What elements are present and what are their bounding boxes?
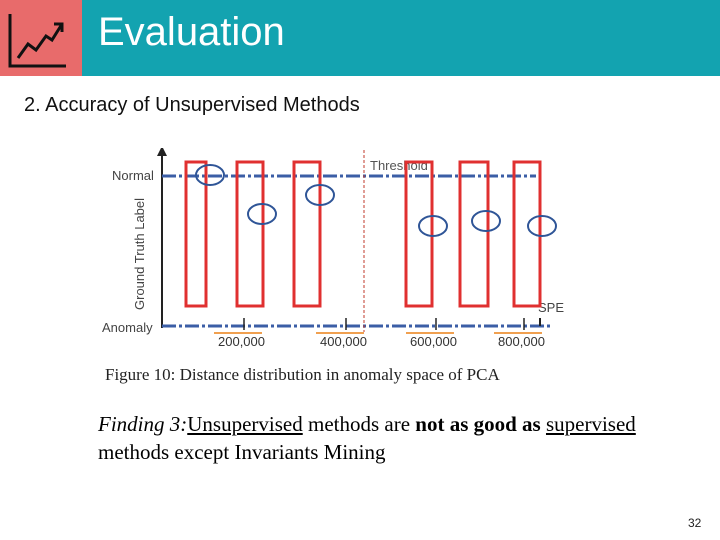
highlight-box	[404, 160, 434, 308]
x-tick-label: 800,000	[498, 334, 545, 349]
section-subtitle: 2. Accuracy of Unsupervised Methods	[24, 94, 360, 116]
highlight-box	[292, 160, 322, 308]
finding-prefix: Finding 3:	[98, 412, 188, 436]
line-chart-icon	[8, 14, 66, 68]
sample-circle	[305, 184, 335, 206]
figure-caption: Figure 10: Distance distribution in anom…	[105, 365, 500, 384]
finding-word-supervised: supervised	[545, 412, 636, 436]
x-tick-label: 600,000	[410, 334, 457, 349]
sample-circle	[418, 215, 448, 237]
sample-circles	[195, 164, 557, 237]
logo-box	[0, 0, 82, 76]
finding-text-2: methods except Invariants Mining	[98, 440, 386, 464]
sample-circle	[471, 210, 501, 232]
y-label-normal: Normal	[112, 168, 154, 183]
x-axis-title: SPE	[538, 300, 564, 315]
finding-bold: not as good as	[415, 412, 541, 436]
x-tick-label: 400,000	[320, 334, 367, 349]
header-bar: Evaluation	[0, 0, 720, 76]
highlight-box	[512, 160, 542, 308]
highlight-box	[458, 160, 490, 308]
highlight-boxes	[184, 160, 542, 308]
highlight-box	[184, 160, 208, 308]
finding-text: Finding 3:Unsupervised methods are not a…	[98, 410, 658, 466]
y-axis-arrow	[157, 148, 167, 156]
page-number: 32	[688, 516, 702, 530]
x-tick-label: 200,000	[218, 334, 265, 349]
sample-circle	[247, 203, 277, 225]
finding-text-1: methods are	[302, 412, 416, 436]
highlight-box	[235, 160, 265, 308]
spe-distribution-chart: Threshold Normal Anomaly Ground Truth La…	[102, 148, 564, 384]
sample-circle	[527, 215, 557, 237]
page-title: Evaluation	[98, 10, 285, 54]
y-axis-title: Ground Truth Label	[132, 198, 147, 310]
finding-word-unsupervised: Unsupervised	[187, 412, 303, 436]
threshold-label: Threshold	[370, 158, 428, 173]
x-ticks: 200,000 400,000 600,000 800,000	[214, 318, 545, 349]
y-label-anomaly: Anomaly	[102, 320, 153, 335]
sample-circle	[195, 164, 225, 186]
